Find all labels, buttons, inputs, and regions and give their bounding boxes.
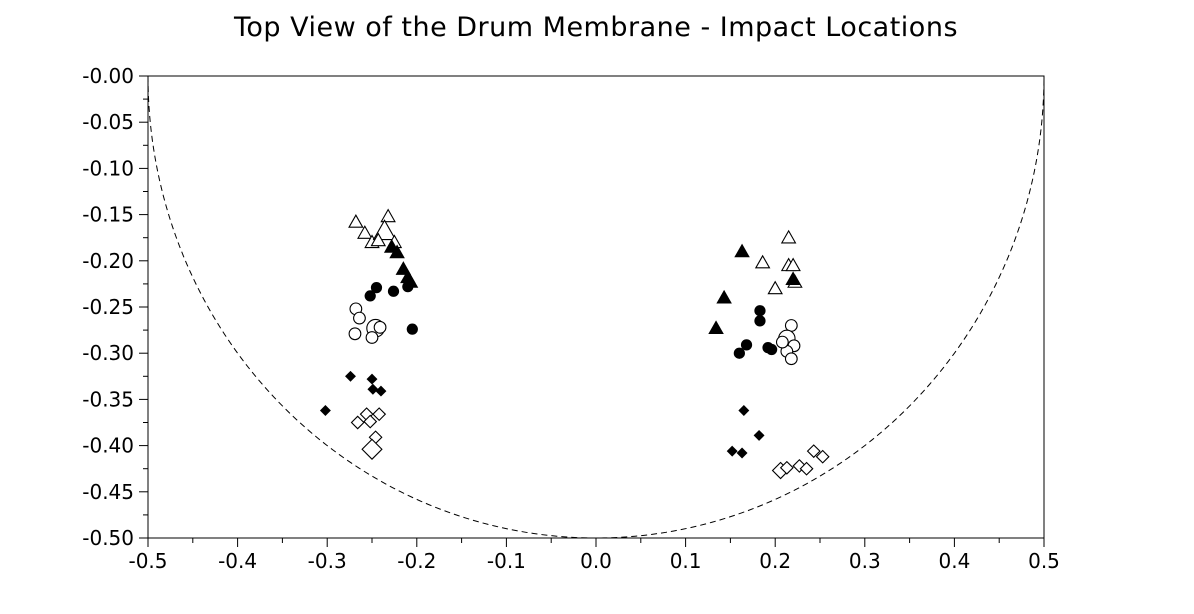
membrane-boundary-layer <box>147 75 1045 539</box>
open-circle-point <box>365 331 379 344</box>
filled-triangle-point <box>716 289 732 304</box>
y-tick-label: -0.05 <box>82 110 134 134</box>
filled-diamond-point <box>726 445 738 457</box>
y-tick-label: -0.30 <box>82 341 134 365</box>
filled-diamond-point <box>366 373 378 385</box>
filled-triangle-point <box>734 243 750 258</box>
filled-triangle-point <box>395 261 412 275</box>
open-circle-point <box>775 335 789 349</box>
filled-circle-point <box>406 323 418 335</box>
x-tick-label: 0.5 <box>1028 549 1060 573</box>
filled-circle-point <box>754 305 766 317</box>
x-tick-label: -0.2 <box>397 549 436 573</box>
filled-circle-point <box>387 285 400 297</box>
open-triangle-point <box>754 254 771 269</box>
filled-circle-point <box>733 347 745 359</box>
x-tick-label: 0.3 <box>849 549 881 573</box>
open-circle-point <box>353 311 366 325</box>
open-triangle-point <box>380 208 396 223</box>
filled-triangle-point <box>389 244 405 259</box>
filled-diamond-point <box>345 370 356 382</box>
y-tick-label: -0.25 <box>82 295 134 319</box>
x-tick-label: -0.3 <box>308 549 347 573</box>
open-diamond-point <box>815 449 830 464</box>
open-triangle-point <box>780 229 797 244</box>
y-tick-label: -0.35 <box>82 387 134 411</box>
filled-diamond-point <box>753 429 765 441</box>
open-circle-point <box>784 319 798 332</box>
filled-circle-point <box>370 281 383 294</box>
x-tick-label: 0.1 <box>670 549 702 573</box>
filled-diamond-point <box>375 385 387 397</box>
open-circle-point <box>348 327 362 341</box>
x-tick-label: -0.5 <box>128 549 167 573</box>
y-tick-label: -0.50 <box>82 526 134 550</box>
open-triangle-point <box>785 257 801 272</box>
filled-circle-point <box>402 281 414 293</box>
open-diamond-point <box>361 438 383 460</box>
open-circle-point <box>784 352 798 366</box>
x-tick-label: 0.4 <box>938 549 970 573</box>
plot-frame <box>147 75 1045 539</box>
open-diamond-point <box>779 460 794 475</box>
open-diamond-point <box>363 414 378 429</box>
y-tick-label: -0.45 <box>82 480 134 504</box>
filled-diamond-point <box>367 383 379 395</box>
open-circle-point <box>373 320 387 334</box>
y-tick-label: -0.20 <box>82 249 134 273</box>
open-triangle-point <box>357 225 373 239</box>
y-tick-label: -0.15 <box>82 203 134 227</box>
filled-triangle-point <box>708 320 724 335</box>
filled-circle-point <box>754 315 766 327</box>
y-tick-label: -0.40 <box>82 434 134 458</box>
filled-circle-point <box>740 339 753 351</box>
open-triangle-point <box>370 232 387 247</box>
impact-points-layer <box>319 208 830 480</box>
open-diamond-point <box>350 415 365 430</box>
membrane-boundary-dashed <box>147 75 1045 539</box>
y-tick-label: -0.00 <box>82 64 134 88</box>
chart-title: Top View of the Drum Membrane - Impact L… <box>233 12 959 43</box>
filled-diamond-point <box>319 405 331 416</box>
open-diamond-point <box>806 444 821 459</box>
x-tick-label: 0.0 <box>580 549 612 573</box>
filled-triangle-point <box>785 271 801 286</box>
x-tick-label: -0.1 <box>487 549 526 573</box>
filled-diamond-point <box>738 405 750 416</box>
filled-circle-point <box>364 290 376 302</box>
open-diamond-point <box>372 407 387 422</box>
open-triangle-point <box>767 280 783 295</box>
open-triangle-point <box>348 214 364 228</box>
x-tick-label: -0.4 <box>218 549 257 573</box>
filled-diamond-point <box>736 447 748 459</box>
y-tick-label: -0.10 <box>82 156 134 180</box>
open-diamond-point <box>799 461 814 476</box>
filled-circle-point <box>765 343 778 356</box>
x-tick-label: 0.2 <box>759 549 791 573</box>
axes-layer: -0.5 -0.4 -0.3 -0.2 -0.1 0.0 0.1 0.2 0.3 0.4 0.5 -0… <box>82 64 1060 573</box>
